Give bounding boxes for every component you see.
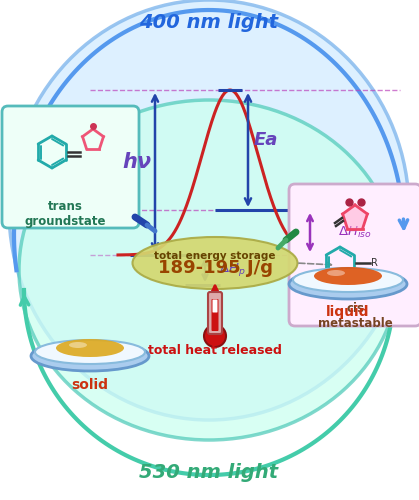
Ellipse shape [314, 267, 382, 285]
Ellipse shape [69, 342, 87, 348]
Text: 189-195 J/g: 189-195 J/g [158, 259, 272, 277]
Text: total energy storage: total energy storage [154, 251, 276, 261]
Circle shape [204, 325, 226, 347]
Text: 400 nm light: 400 nm light [140, 12, 279, 32]
Text: 530 nm light: 530 nm light [140, 462, 279, 481]
FancyBboxPatch shape [2, 106, 139, 228]
Text: trans
groundstate: trans groundstate [24, 200, 106, 228]
FancyBboxPatch shape [212, 300, 217, 312]
Ellipse shape [19, 100, 399, 440]
Ellipse shape [132, 237, 297, 289]
Text: Ea: Ea [254, 131, 278, 149]
Text: R: R [371, 258, 378, 268]
Ellipse shape [9, 0, 409, 420]
FancyBboxPatch shape [212, 299, 218, 331]
Ellipse shape [31, 341, 149, 371]
FancyBboxPatch shape [208, 292, 222, 334]
Ellipse shape [327, 270, 345, 276]
Text: $\Delta H_p$: $\Delta H_p$ [219, 262, 246, 278]
Ellipse shape [35, 340, 145, 364]
Text: $\Delta H_{iso}$: $\Delta H_{iso}$ [338, 225, 372, 240]
Ellipse shape [289, 269, 407, 299]
Text: liquid: liquid [326, 305, 370, 319]
Text: hν: hν [122, 152, 152, 172]
Text: total heat released: total heat released [148, 344, 282, 356]
Text: cis
metastable: cis metastable [318, 302, 392, 330]
Polygon shape [343, 205, 367, 229]
Text: solid: solid [72, 378, 109, 392]
Ellipse shape [293, 268, 403, 292]
Ellipse shape [56, 339, 124, 357]
FancyBboxPatch shape [289, 184, 419, 326]
